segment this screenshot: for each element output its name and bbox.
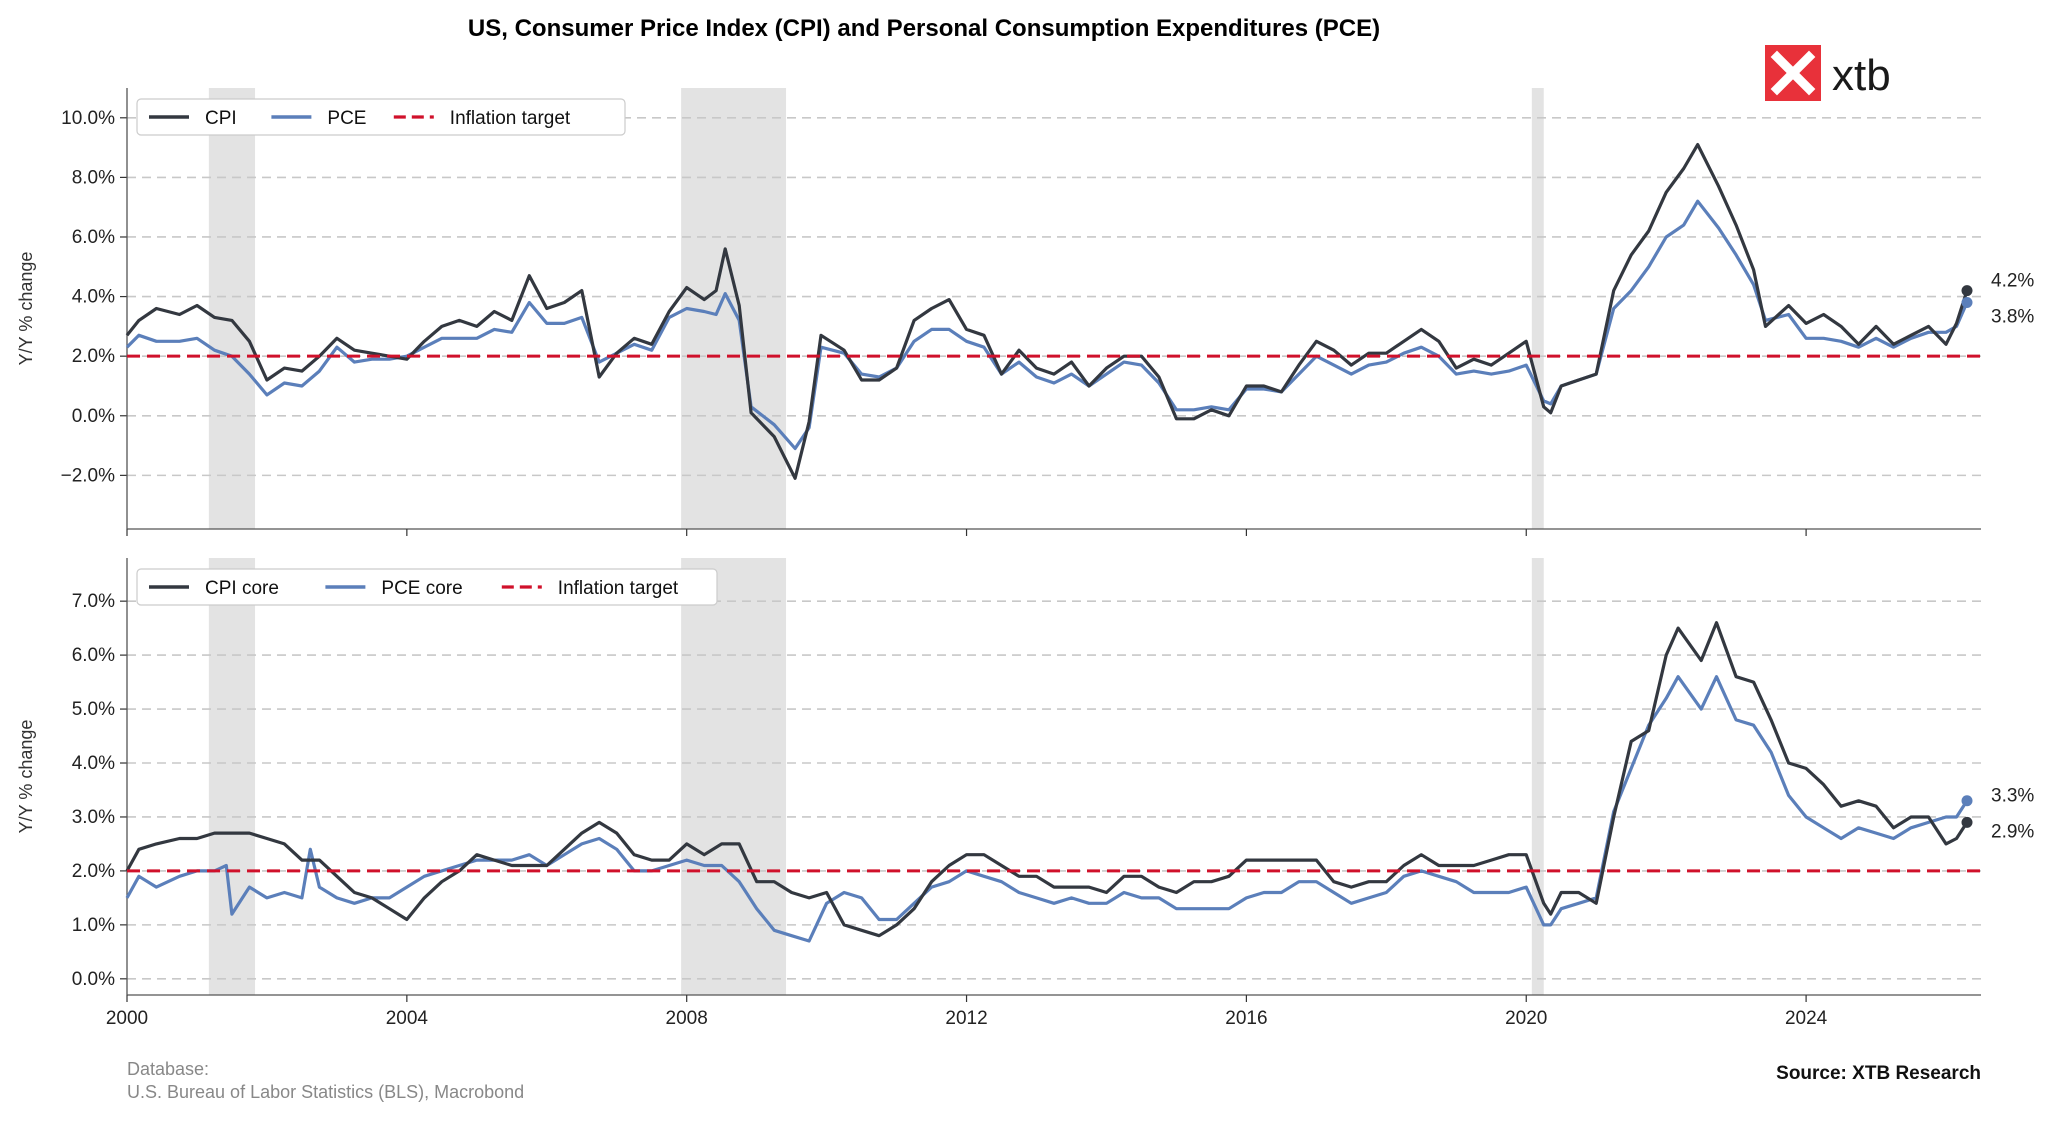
series-end-label: 4.2%	[1991, 271, 2034, 292]
y-tick-label: 6.0%	[72, 645, 115, 666]
x-tick-label: 2000	[106, 1008, 148, 1029]
legend-label: CPI core	[205, 578, 279, 599]
x-tick-label: 2004	[386, 1008, 429, 1029]
y-axis-label: Y/Y % change	[16, 252, 36, 366]
legend-label: PCE	[327, 108, 366, 129]
headline-inflation-panel: −2.0% 0.0% 2.0% 4.0% 6.0% 8.0% 10.0% Y/Y % chan…	[16, 88, 2034, 536]
y-tick-label: 5.0%	[72, 699, 115, 720]
database-label: Database:	[127, 1059, 209, 1079]
legend-label: CPI	[205, 108, 237, 129]
legend-label: Inflation target	[450, 108, 571, 129]
series-line-pce	[125, 199, 1969, 451]
y-tick-label: 4.0%	[72, 753, 115, 774]
legend-box	[136, 568, 718, 606]
database-source: U.S. Bureau of Labor Statistics (BLS), M…	[127, 1082, 524, 1102]
x-tick-label: 2008	[666, 1008, 708, 1029]
y-tick-label: 8.0%	[72, 167, 115, 188]
series-end-marker	[1961, 795, 1973, 807]
y-tick-label: −2.0%	[61, 465, 116, 486]
logo-text: xtb	[1832, 51, 1891, 100]
chart-title: US, Consumer Price Index (CPI) and Perso…	[468, 15, 1380, 42]
series-end-marker	[1961, 285, 1973, 297]
y-tick-label: 0.0%	[72, 969, 115, 990]
series-line-pce	[125, 675, 1969, 943]
y-tick-label: 10.0%	[61, 108, 115, 129]
series-end-label: 3.8%	[1991, 307, 2034, 328]
legend-label: PCE core	[381, 578, 462, 599]
recession-band	[681, 558, 787, 995]
y-axis-label: Y/Y % change	[16, 720, 36, 834]
xtb-logo: xtb	[1765, 45, 1891, 101]
recession-band	[208, 558, 256, 995]
series-end-marker	[1961, 816, 1973, 828]
recession-band	[1531, 88, 1544, 529]
core-inflation-panel: 0.0% 1.0% 2.0% 3.0% 4.0% 5.0% 6.0% 7.0% 2000 2004…	[16, 558, 2034, 1029]
y-tick-label: 2.0%	[72, 346, 115, 367]
series-line-cpi	[125, 143, 1969, 480]
x-tick-label: 2020	[1505, 1008, 1547, 1029]
x-icon	[1770, 50, 1816, 96]
legend-box	[136, 98, 626, 136]
source-label: Source: XTB Research	[1776, 1063, 1981, 1084]
x-tick-label: 2024	[1785, 1008, 1828, 1029]
y-tick-label: 6.0%	[72, 227, 115, 248]
y-tick-label: 4.0%	[72, 287, 115, 308]
x-tick-label: 2016	[1225, 1008, 1267, 1029]
series-end-label: 3.3%	[1991, 786, 2034, 807]
y-tick-label: 1.0%	[72, 915, 115, 936]
series-end-label: 2.9%	[1991, 822, 2034, 843]
series-line-cpi	[125, 621, 1969, 938]
y-tick-label: 2.0%	[72, 861, 115, 882]
y-tick-label: 7.0%	[72, 591, 115, 612]
y-tick-label: 0.0%	[72, 406, 115, 427]
y-tick-label: 3.0%	[72, 807, 115, 828]
x-tick-label: 2012	[945, 1008, 987, 1029]
series-end-marker	[1961, 297, 1973, 309]
legend-label: Inflation target	[558, 578, 679, 599]
recession-band	[208, 88, 256, 529]
recession-band	[1531, 558, 1544, 995]
